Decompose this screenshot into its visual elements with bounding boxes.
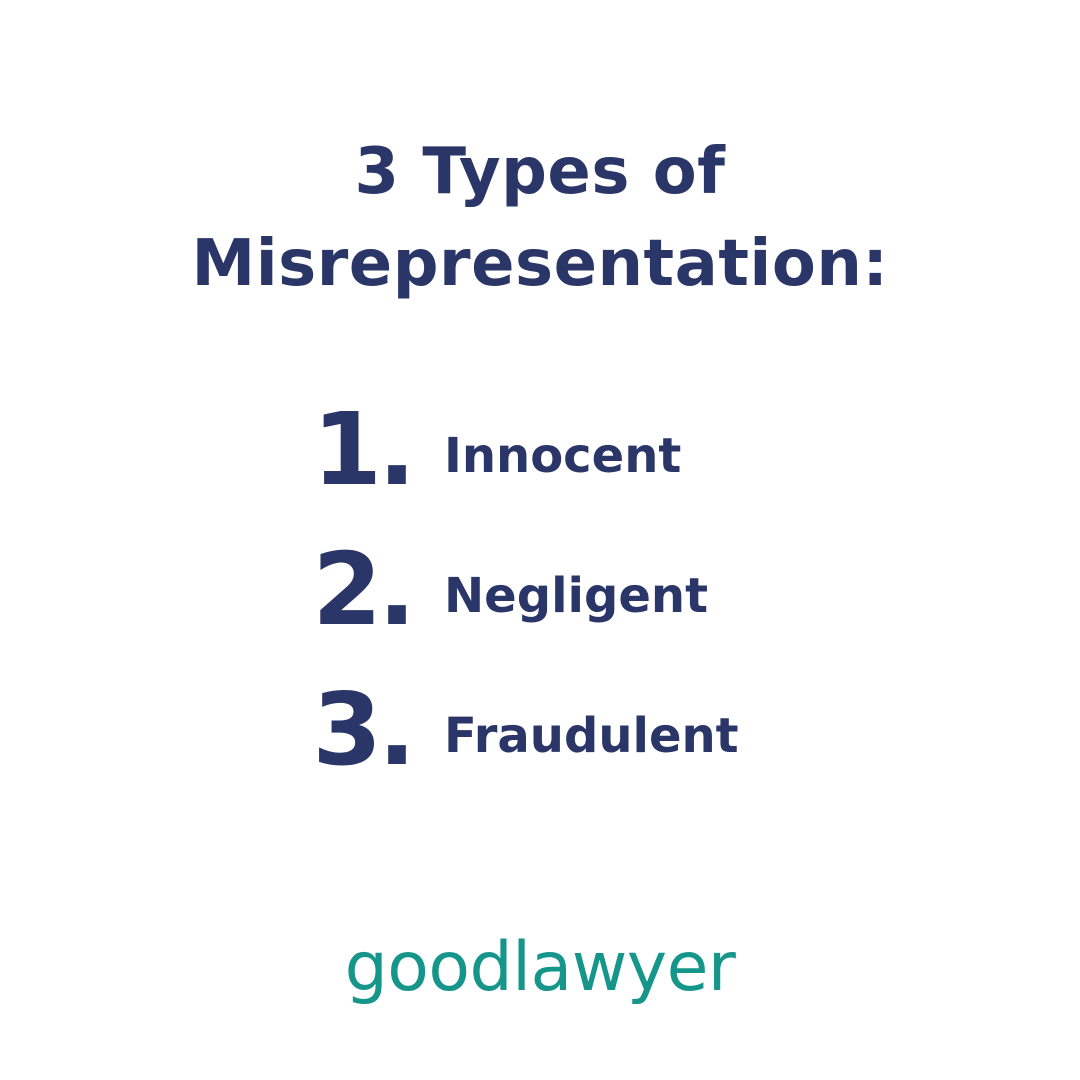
list-item-number: 2. — [312, 531, 416, 648]
list-item: 1. Innocent — [0, 400, 1080, 500]
list-item-label: Fraudulent — [444, 708, 739, 764]
title-line-2: Misrepresentation: — [191, 227, 889, 301]
list-item-label: Negligent — [444, 568, 709, 624]
list-item: 3. Fraudulent — [0, 680, 1080, 780]
list-item: 2. Negligent — [0, 540, 1080, 640]
list-item-number: 3. — [312, 671, 416, 788]
list-item-number: 1. — [312, 391, 416, 508]
brand-logo: goodlawyer — [344, 928, 736, 1007]
title-line-1: 3 Types of — [354, 135, 726, 209]
page-title: 3 Types of Misrepresentation: — [0, 126, 1080, 310]
list-item-label: Innocent — [444, 428, 682, 484]
